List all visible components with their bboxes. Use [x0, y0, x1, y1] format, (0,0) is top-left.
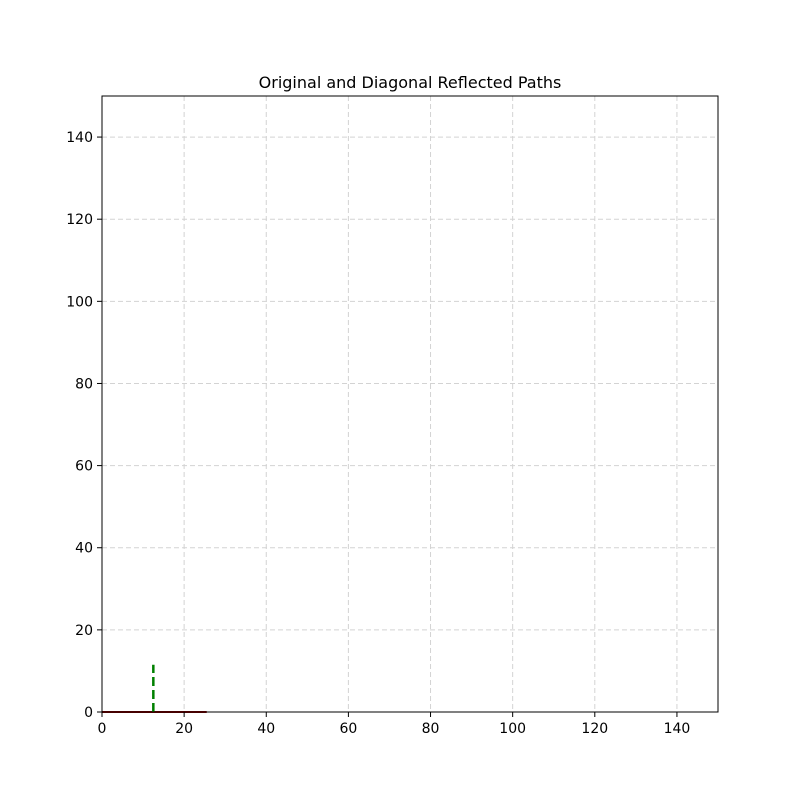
grid	[101, 96, 718, 713]
y-tick-label: 120	[66, 212, 93, 228]
x-tick-label: 140	[664, 721, 691, 737]
x-tick-label: 100	[499, 721, 526, 737]
y-tick-label: 80	[75, 376, 93, 392]
x-tick-label: 80	[422, 721, 440, 737]
y-tick-label: 20	[75, 623, 93, 639]
x-tick-label: 60	[339, 721, 357, 737]
x-tick-label: 20	[175, 721, 193, 737]
x-tick-label: 40	[257, 721, 275, 737]
y-tick-label: 40	[75, 541, 93, 557]
x-tick-label: 120	[581, 721, 608, 737]
x-axis: 0 20 40 60 80 100 120 140	[98, 712, 691, 737]
y-tick-label: 60	[75, 459, 93, 475]
series-layer	[102, 664, 207, 713]
y-tick-label: 140	[66, 130, 93, 146]
plot-frame	[101, 95, 719, 713]
chart-title: Original and Diagonal Reflected Paths	[259, 73, 562, 92]
y-tick-label: 0	[84, 705, 93, 721]
x-tick-label: 0	[98, 721, 107, 737]
y-tick-label: 100	[66, 294, 93, 310]
y-axis: 0 20 40 60 80 100 120 140	[66, 130, 102, 721]
